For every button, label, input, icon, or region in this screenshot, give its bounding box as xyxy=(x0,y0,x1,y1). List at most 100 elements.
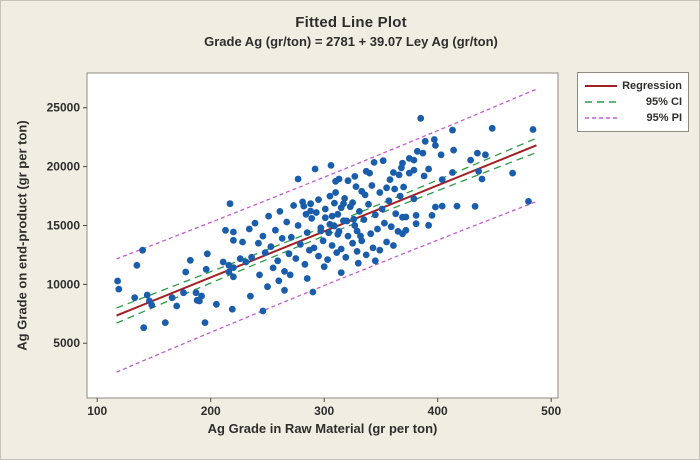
data-point xyxy=(467,156,474,164)
data-point xyxy=(334,210,342,218)
data-point xyxy=(366,169,373,177)
x-tick-label: 400 xyxy=(428,404,448,418)
data-point xyxy=(379,157,387,165)
data-point xyxy=(386,176,394,184)
data-point xyxy=(438,202,446,210)
data-point xyxy=(319,237,327,245)
data-point xyxy=(281,286,288,294)
data-point xyxy=(297,240,304,248)
data-point xyxy=(354,259,362,267)
data-point xyxy=(287,233,295,241)
data-point xyxy=(140,324,148,332)
data-point xyxy=(341,195,348,202)
data-point xyxy=(201,319,209,326)
data-point xyxy=(405,169,413,177)
data-point xyxy=(261,249,269,256)
data-point xyxy=(325,229,333,237)
data-point xyxy=(239,238,246,246)
data-point xyxy=(362,251,370,259)
data-point xyxy=(300,202,308,210)
data-point xyxy=(383,238,390,246)
data-point xyxy=(402,213,410,221)
data-point xyxy=(412,220,420,228)
data-point xyxy=(264,283,271,291)
legend[interactable]: Regression 95% CI 95% PI xyxy=(577,72,689,132)
data-point xyxy=(242,258,250,266)
data-point xyxy=(222,226,229,234)
data-point xyxy=(326,192,334,200)
data-point xyxy=(131,294,139,302)
data-point xyxy=(370,159,378,166)
data-point xyxy=(432,203,439,211)
data-point xyxy=(198,292,206,300)
data-point xyxy=(245,225,253,233)
data-point xyxy=(482,151,489,159)
data-point xyxy=(324,256,331,263)
data-point xyxy=(351,222,359,229)
data-point xyxy=(168,294,176,302)
legend-line-sample xyxy=(585,101,617,103)
data-point xyxy=(529,126,537,133)
data-point xyxy=(328,242,336,249)
legend-item-95-ci[interactable]: 95% CI xyxy=(584,94,682,110)
y-tick-label: 5000 xyxy=(53,336,80,350)
data-point xyxy=(369,244,377,252)
legend-item-95-pi[interactable]: 95% PI xyxy=(584,110,682,126)
data-point xyxy=(374,225,381,233)
y-tick-label: 15000 xyxy=(47,218,81,232)
data-point xyxy=(213,300,220,308)
data-point xyxy=(478,175,486,183)
data-point xyxy=(376,246,384,254)
data-point xyxy=(230,236,237,244)
data-point xyxy=(294,175,302,183)
legend-line-sample xyxy=(585,117,617,119)
chart-title: Fitted Line Plot xyxy=(295,14,407,31)
data-point xyxy=(259,307,267,315)
data-point xyxy=(301,260,309,268)
data-point xyxy=(371,257,379,265)
y-axis-label: Ag Grade on end-product (gr per ton) xyxy=(14,120,30,351)
data-point xyxy=(202,265,210,273)
data-point xyxy=(474,149,481,157)
data-point xyxy=(133,261,141,269)
data-point xyxy=(269,264,277,272)
data-point xyxy=(450,146,457,154)
data-point xyxy=(383,184,390,192)
data-point xyxy=(453,202,461,210)
data-point xyxy=(256,271,263,279)
data-point xyxy=(371,211,379,219)
data-point xyxy=(267,243,275,251)
x-tick-label: 100 xyxy=(87,404,107,418)
data-point xyxy=(417,114,425,122)
data-point xyxy=(275,277,283,285)
data-point xyxy=(412,212,420,219)
pi-upper-line xyxy=(116,88,537,260)
data-point xyxy=(332,189,339,196)
data-point xyxy=(278,235,286,242)
data-point xyxy=(340,200,347,208)
data-point xyxy=(353,248,361,255)
data-point xyxy=(331,199,338,207)
regression-equation-subtitle: Grade Ag (gr/ton) = 2781 + 39.07 Ley Ag … xyxy=(204,34,498,49)
data-point xyxy=(143,291,151,299)
data-point xyxy=(392,210,400,218)
data-point xyxy=(349,239,356,247)
data-point xyxy=(437,151,445,159)
data-point xyxy=(203,250,211,258)
x-tick-label: 200 xyxy=(201,404,221,418)
data-point xyxy=(115,285,123,293)
data-point xyxy=(285,250,293,258)
data-point xyxy=(337,269,345,276)
data-point xyxy=(432,142,439,149)
data-point xyxy=(353,227,361,235)
legend-item-regression[interactable]: Regression xyxy=(584,78,682,94)
data-point xyxy=(328,212,336,220)
data-point xyxy=(228,305,236,313)
data-point xyxy=(182,268,190,276)
data-point xyxy=(488,124,496,132)
data-point xyxy=(449,169,456,176)
data-point xyxy=(332,177,339,185)
data-point xyxy=(307,207,314,215)
